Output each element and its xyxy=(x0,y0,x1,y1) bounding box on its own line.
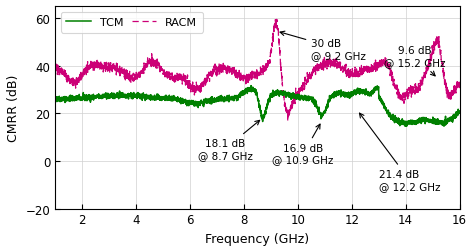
Text: 30 dB
@ 9.2 GHz: 30 dB @ 9.2 GHz xyxy=(280,32,366,60)
RACM xyxy=(285,120,291,123)
TCM xyxy=(457,111,463,114)
Legend: TCM, RACM: TCM, RACM xyxy=(61,12,203,34)
Line: TCM: TCM xyxy=(55,86,460,127)
Text: 9.6 dB
@ 15.2 GHz: 9.6 dB @ 15.2 GHz xyxy=(384,46,446,77)
Text: 21.4 dB
@ 12.2 GHz: 21.4 dB @ 12.2 GHz xyxy=(359,114,440,191)
Text: 16.9 dB
@ 10.9 GHz: 16.9 dB @ 10.9 GHz xyxy=(273,125,334,165)
TCM xyxy=(52,97,58,100)
TCM xyxy=(449,116,455,119)
Text: 18.1 dB
@ 8.7 GHz: 18.1 dB @ 8.7 GHz xyxy=(198,121,260,160)
TCM xyxy=(248,85,254,88)
RACM xyxy=(99,68,104,71)
RACM xyxy=(122,72,128,75)
RACM xyxy=(207,74,213,77)
TCM xyxy=(402,125,408,128)
RACM xyxy=(52,71,58,74)
RACM xyxy=(405,92,411,95)
RACM xyxy=(449,93,455,96)
RACM xyxy=(225,63,230,66)
TCM xyxy=(225,98,230,101)
TCM xyxy=(405,120,411,123)
Y-axis label: CMRR (dB): CMRR (dB) xyxy=(7,74,20,141)
RACM xyxy=(274,19,280,22)
X-axis label: Frequency (GHz): Frequency (GHz) xyxy=(205,232,310,245)
TCM xyxy=(207,101,213,104)
Line: RACM: RACM xyxy=(55,20,460,122)
TCM xyxy=(122,97,128,100)
RACM xyxy=(457,87,463,90)
TCM xyxy=(99,95,104,98)
